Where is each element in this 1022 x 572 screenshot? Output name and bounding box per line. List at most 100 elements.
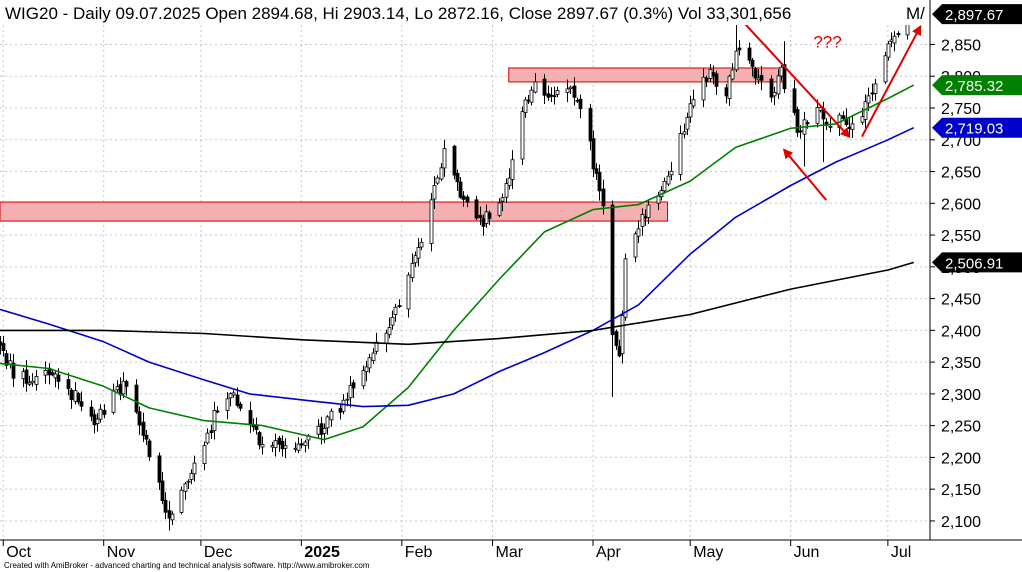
candle xyxy=(685,112,690,136)
candle xyxy=(76,391,81,405)
candle xyxy=(578,94,583,119)
candle-body xyxy=(30,380,35,384)
last-close-tag-text: 2,897.67 xyxy=(945,7,1003,24)
candle xyxy=(325,415,330,435)
candle xyxy=(792,79,797,116)
candle xyxy=(883,51,888,85)
candle-body xyxy=(212,410,217,431)
candle-body xyxy=(805,122,810,125)
annotation-arrow xyxy=(738,16,851,139)
candle-body xyxy=(406,274,411,310)
candle xyxy=(691,89,696,109)
candle-body xyxy=(192,462,197,475)
resistance-zone xyxy=(0,201,669,222)
candle-body xyxy=(189,472,194,480)
y-tick-label: 2,100 xyxy=(941,514,981,531)
candle-body xyxy=(737,47,742,51)
candle xyxy=(179,486,184,515)
candle-body xyxy=(429,199,434,244)
x-tick-label: Mar xyxy=(496,544,524,561)
candle xyxy=(1,336,6,357)
candle xyxy=(714,70,719,95)
candle xyxy=(361,365,366,390)
candle xyxy=(772,86,777,106)
candle-body xyxy=(160,480,165,502)
candle xyxy=(841,111,846,120)
candle xyxy=(163,492,168,520)
candle xyxy=(225,392,230,420)
candle xyxy=(669,161,674,181)
candle-body xyxy=(500,197,505,202)
candle xyxy=(364,360,369,382)
candle-body xyxy=(137,411,142,426)
candle xyxy=(614,329,619,350)
candle-body xyxy=(98,408,103,420)
candle xyxy=(458,177,463,199)
candle-body xyxy=(889,39,894,42)
candle-body xyxy=(238,403,243,409)
candle xyxy=(666,170,671,187)
candle-body xyxy=(678,133,683,175)
candle-body xyxy=(646,204,651,218)
candle-body xyxy=(714,73,719,87)
candle-body xyxy=(21,371,26,379)
y-tick-label: 2,350 xyxy=(941,355,981,372)
candle-body xyxy=(620,315,625,355)
candle-body xyxy=(319,423,324,435)
candle-body xyxy=(617,346,622,357)
candle-body xyxy=(205,432,210,444)
candle xyxy=(776,69,781,100)
candle-body xyxy=(601,188,606,207)
candle-body xyxy=(231,392,236,396)
candle xyxy=(387,317,392,339)
candle xyxy=(124,379,129,396)
candle xyxy=(141,412,146,443)
candle xyxy=(192,455,197,482)
candle-body xyxy=(367,357,372,369)
candle xyxy=(623,253,628,321)
candle xyxy=(734,19,739,73)
candle xyxy=(69,388,74,409)
candle xyxy=(189,469,194,485)
candle xyxy=(504,178,509,204)
candle xyxy=(461,191,466,207)
candle-body xyxy=(461,195,466,200)
candle xyxy=(886,40,891,61)
candle-body xyxy=(533,81,538,93)
candle xyxy=(439,163,444,182)
candle-body xyxy=(397,305,402,307)
candle-body xyxy=(183,483,188,492)
candle xyxy=(759,66,764,91)
candle xyxy=(850,116,855,138)
x-tick-label: May xyxy=(693,544,723,561)
candle-body xyxy=(442,148,447,169)
ma-tag-0-shape xyxy=(932,75,1022,96)
candle xyxy=(636,220,641,243)
candle xyxy=(202,441,207,471)
candle-body xyxy=(73,390,78,402)
candle xyxy=(452,144,457,180)
resistance-zone xyxy=(508,67,785,83)
candle xyxy=(30,373,35,387)
candle-body xyxy=(866,95,871,104)
candle-body xyxy=(134,384,139,413)
candle xyxy=(215,406,220,414)
candle-body xyxy=(102,409,107,415)
candle xyxy=(500,193,505,212)
candle-body xyxy=(883,55,888,83)
candle-body xyxy=(870,92,875,95)
candle xyxy=(157,452,162,490)
candle xyxy=(497,198,502,218)
candle-body xyxy=(549,94,554,97)
candle-body xyxy=(303,441,308,446)
candle-body xyxy=(691,99,696,107)
ma-line-2 xyxy=(0,261,915,346)
candle-body xyxy=(325,416,330,429)
candle-body xyxy=(578,98,583,110)
candle-body xyxy=(481,218,486,227)
candle-body xyxy=(371,352,376,361)
candle xyxy=(892,31,897,52)
candle-body xyxy=(666,175,671,185)
candle-body xyxy=(348,385,353,399)
candle-body xyxy=(66,379,71,390)
